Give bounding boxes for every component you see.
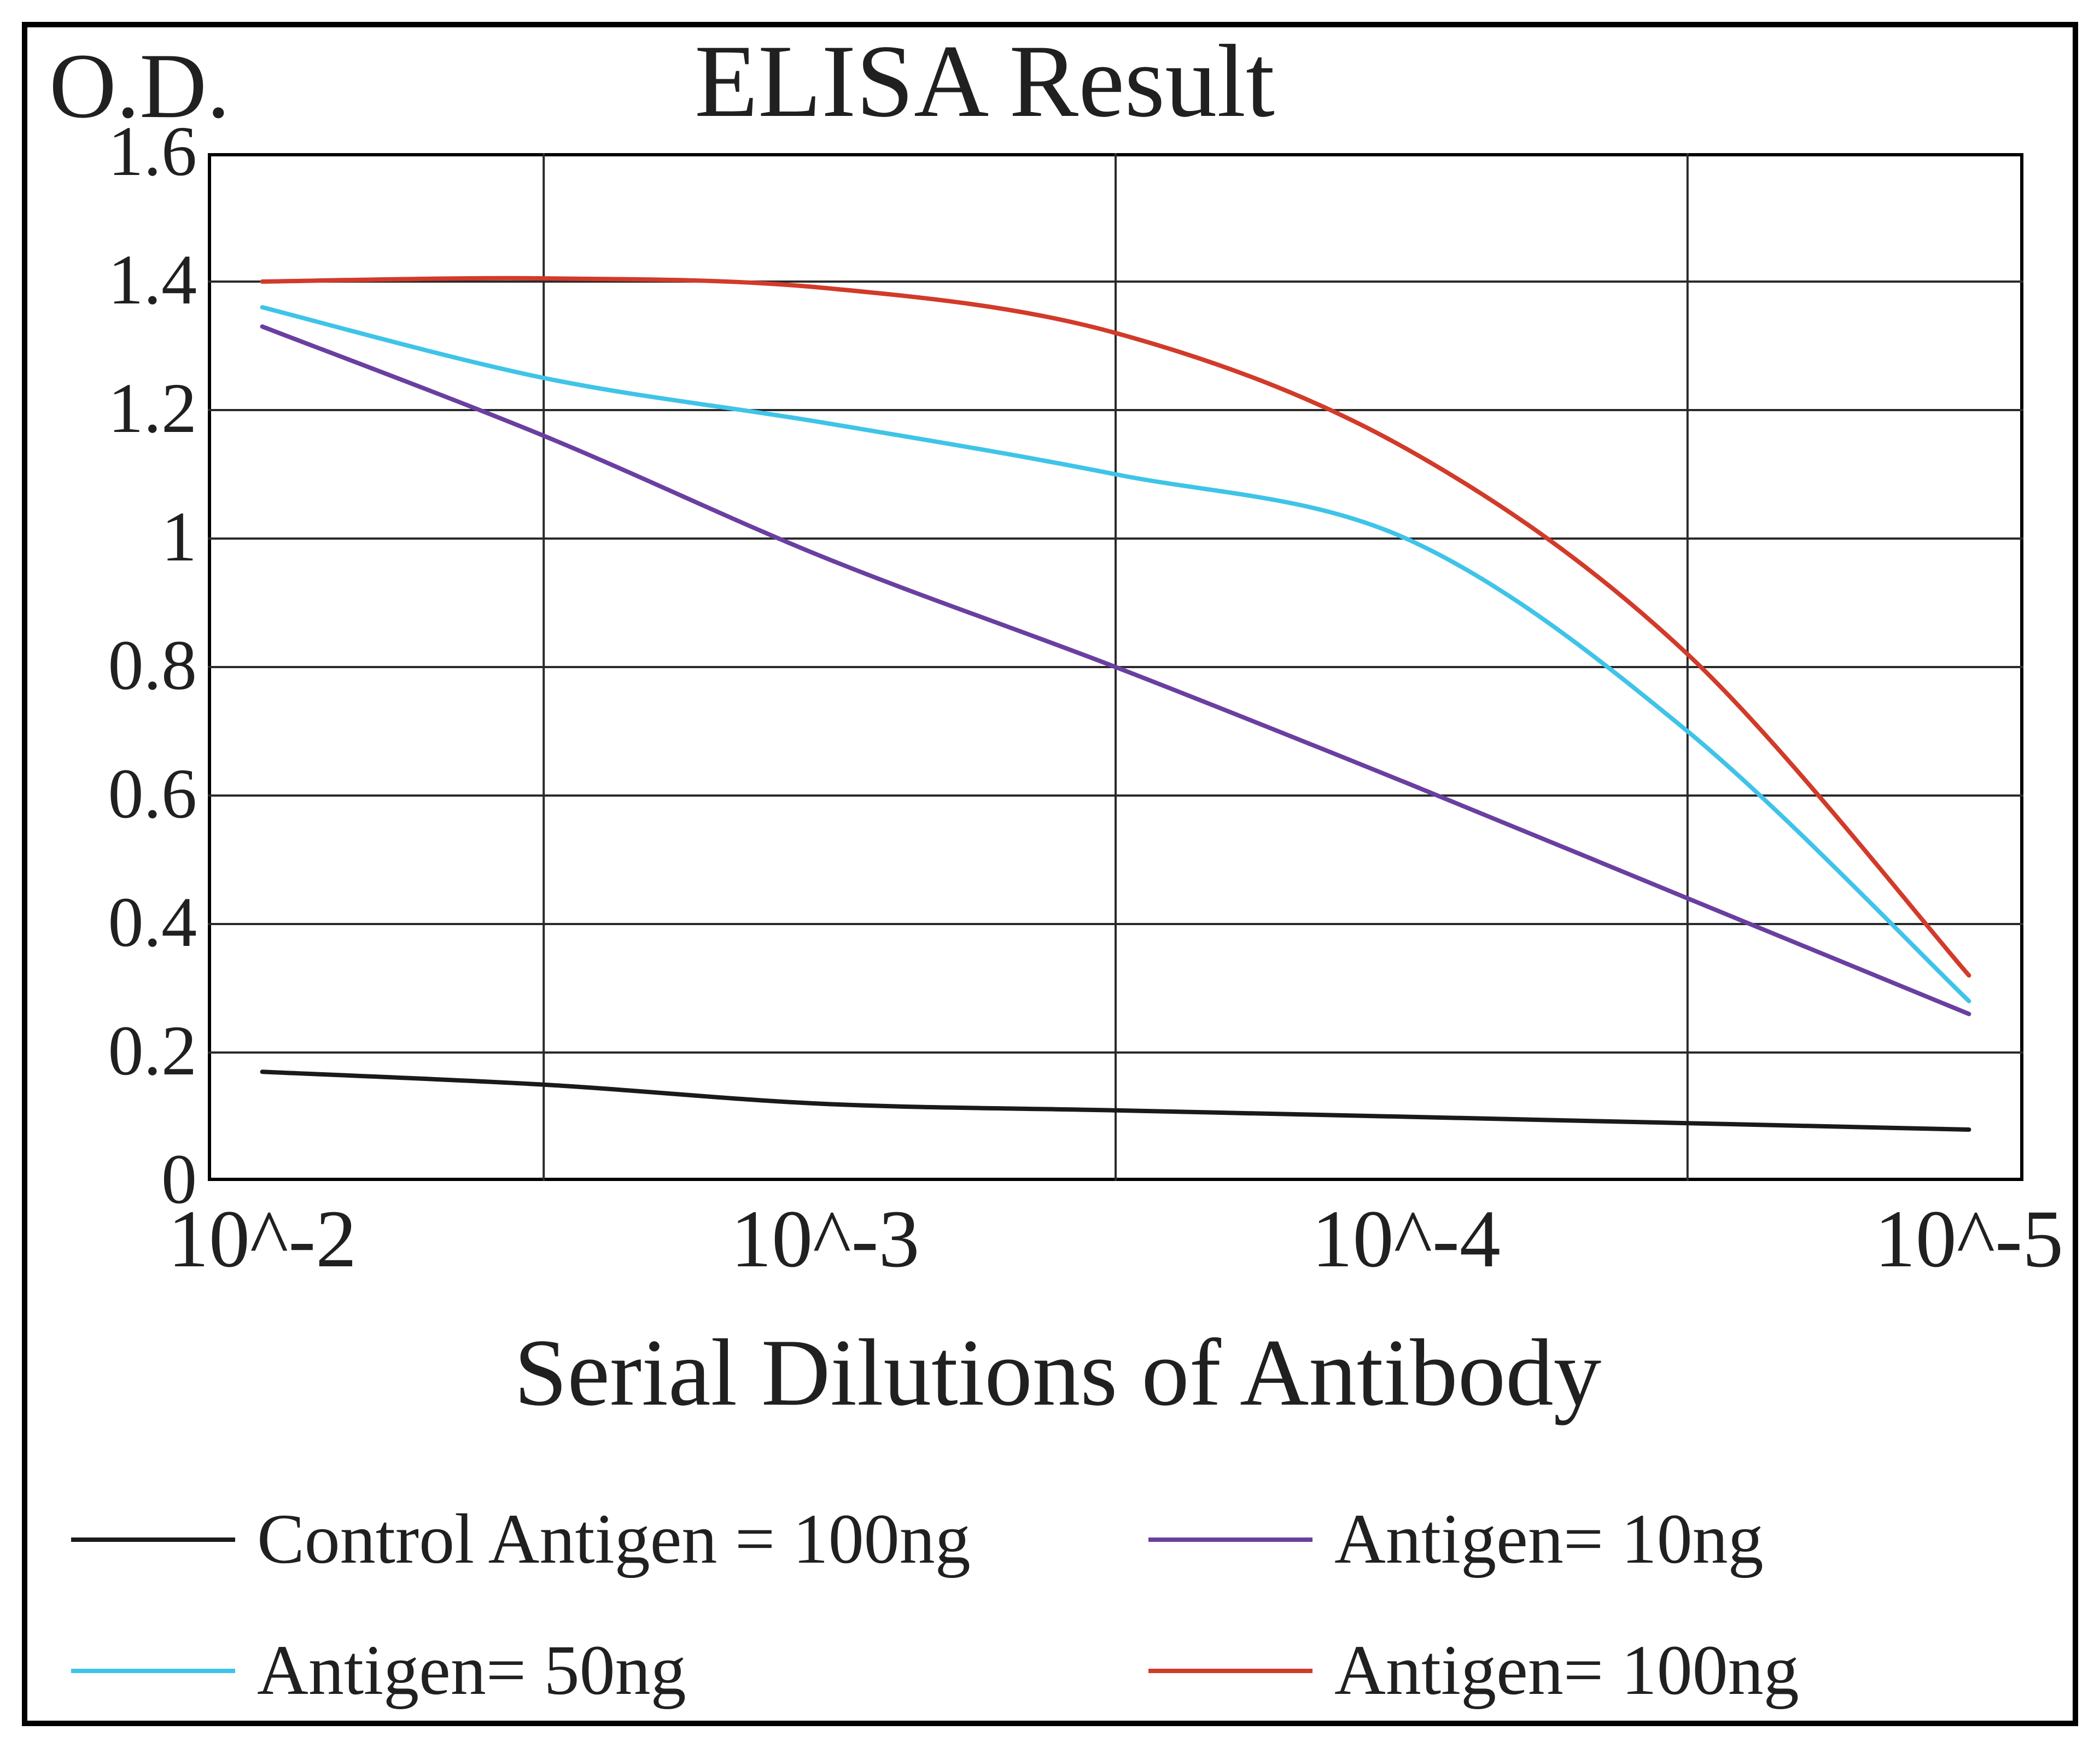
x-tick-label: 10^-5 (1859, 1192, 2078, 1286)
y-tick-label: 1.2 (108, 367, 197, 449)
y-tick-label: 0.2 (108, 1010, 197, 1092)
x-tick-label: 10^-4 (1297, 1192, 1515, 1286)
x-tick-label: 10^-3 (716, 1192, 935, 1286)
legend-label: Antigen= 10ng (1334, 1498, 1764, 1580)
y-tick-label: 0.6 (108, 753, 197, 835)
y-tick-label: 1 (161, 496, 197, 578)
y-tick-label: 1.6 (108, 110, 197, 192)
y-tick-label: 0.4 (108, 881, 197, 963)
legend-swatch (1148, 1669, 1312, 1673)
plot-svg (208, 153, 2023, 1181)
y-tick-label: 1.4 (108, 239, 197, 321)
legend-swatch (71, 1669, 235, 1673)
legend-label: Antigen= 50ng (257, 1629, 686, 1711)
chart-title: ELISA Result (695, 22, 1275, 141)
legend-label: Antigen= 100ng (1334, 1629, 1799, 1711)
legend-label: Control Antigen = 100ng (257, 1498, 971, 1580)
x-axis-title: Serial Dilutions of Antibody (514, 1318, 1601, 1428)
y-tick-label: 0.8 (108, 624, 197, 706)
plot-area (208, 153, 2023, 1181)
x-tick-label: 10^-2 (153, 1192, 372, 1286)
legend-swatch (1148, 1537, 1312, 1542)
legend-swatch (71, 1537, 235, 1542)
